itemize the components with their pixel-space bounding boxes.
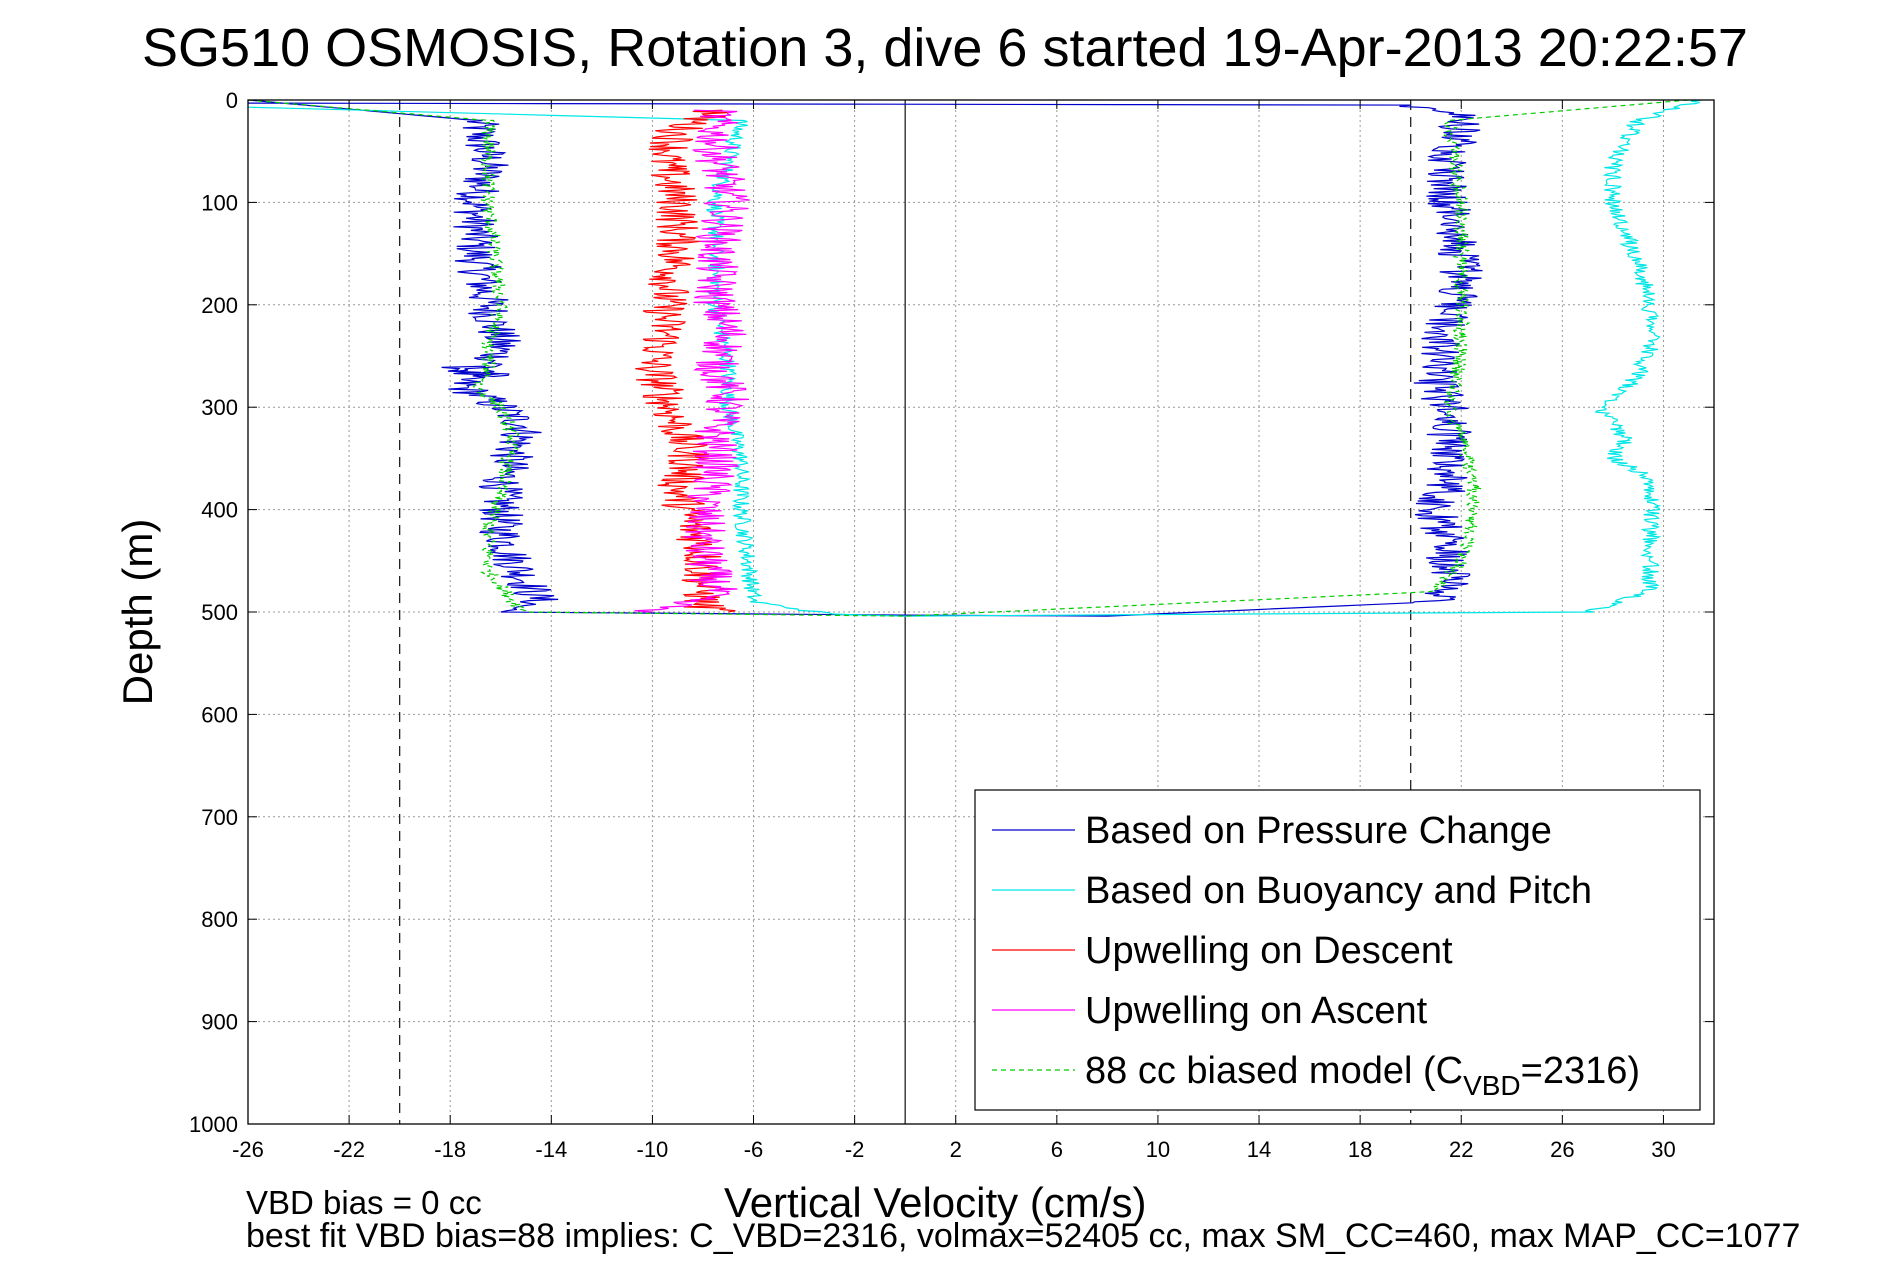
x-tick-label: 26	[1550, 1137, 1574, 1162]
y-tick-label: 200	[201, 293, 238, 318]
y-tick-label: 700	[201, 805, 238, 830]
x-tick-label: -18	[434, 1137, 466, 1162]
x-tick-label: 6	[1051, 1137, 1063, 1162]
x-tick-label: 22	[1449, 1137, 1473, 1162]
y-tick-label: 1000	[189, 1112, 238, 1137]
legend-box	[974, 789, 1701, 1111]
series-line-1	[248, 100, 1483, 617]
series-line-2	[248, 100, 1702, 617]
x-tick-label: 10	[1146, 1137, 1170, 1162]
y-tick-label: 400	[201, 498, 238, 523]
legend-label-4: Upwelling on Ascent	[1085, 990, 1428, 1032]
x-tick-label: -22	[333, 1137, 365, 1162]
series-line-5	[248, 100, 1689, 617]
legend-label-1: Based on Pressure Change	[1085, 810, 1552, 852]
y-tick-label: 100	[201, 190, 238, 215]
y-axis-ticks: 0 100 200 300 400 500 600 700 800 900 1000	[189, 88, 1714, 1137]
x-axis-label: Vertical Velocity (cm/s)	[724, 1179, 1147, 1226]
x-tick-label: -10	[637, 1137, 669, 1162]
legend-label-2: Based on Buoyancy and Pitch	[1085, 870, 1592, 912]
series-layer	[248, 100, 1702, 617]
y-axis-label: Depth (m)	[114, 519, 161, 706]
series-line-4	[634, 109, 750, 613]
legend-label-3: Upwelling on Descent	[1085, 930, 1453, 972]
y-tick-label: 800	[201, 907, 238, 932]
footer-line-1: VBD bias = 0 cc	[246, 1184, 482, 1221]
x-tick-label: 2	[950, 1137, 962, 1162]
x-tick-label: -14	[535, 1137, 567, 1162]
series-line-3	[635, 109, 736, 613]
y-tick-label: 0	[226, 88, 238, 113]
x-tick-label: -26	[232, 1137, 264, 1162]
y-tick-label: 500	[201, 600, 238, 625]
x-tick-label: 30	[1651, 1137, 1675, 1162]
y-tick-label: 600	[201, 702, 238, 727]
x-tick-label: 14	[1247, 1137, 1271, 1162]
legend: Based on Pressure Change Based on Buoyanc…	[974, 789, 1701, 1111]
x-tick-label: 18	[1348, 1137, 1372, 1162]
x-tick-label: -2	[845, 1137, 865, 1162]
y-tick-label: 900	[201, 1010, 238, 1035]
legend-label-5: 88 cc biased model (CVBD=2316)	[1085, 1050, 1640, 1101]
chart-title: SG510 OSMOSIS, Rotation 3, dive 6 starte…	[142, 18, 1748, 78]
footer-line-2: best fit VBD bias=88 implies: C_VBD=2316…	[246, 1217, 1801, 1255]
x-axis-ticks: -26 -22 -18 -14 -10 -6 -2 2 6 10 14 18 22 26 30	[232, 100, 1676, 1162]
y-tick-label: 300	[201, 395, 238, 420]
x-tick-label: -6	[744, 1137, 764, 1162]
